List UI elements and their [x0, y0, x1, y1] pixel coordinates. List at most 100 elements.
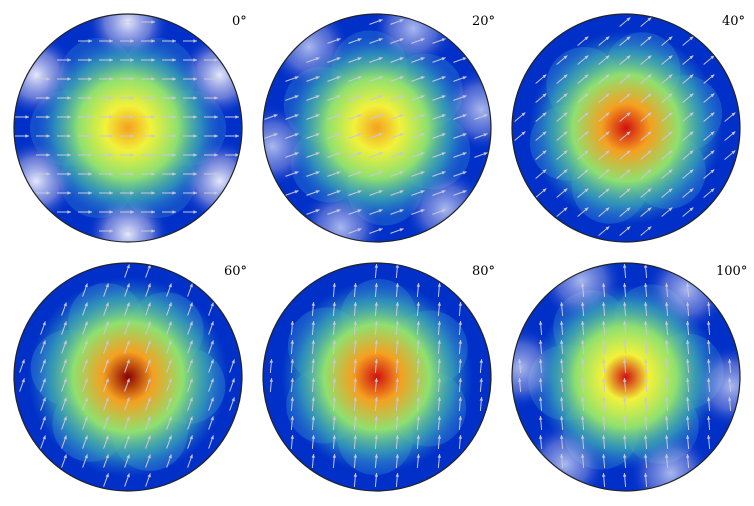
- vector-arrowhead: [210, 302, 214, 307]
- vector-arrowhead: [88, 210, 92, 214]
- vector-arrowhead: [315, 190, 320, 194]
- vector-arrowhead: [130, 153, 134, 157]
- vector-arrowhead: [458, 378, 463, 382]
- vector-arrowhead: [689, 112, 694, 117]
- vector-arrowhead: [84, 283, 88, 288]
- vector-arrowhead: [214, 134, 218, 138]
- vector-arrowhead: [273, 114, 278, 118]
- vector-arrowhead: [84, 340, 88, 345]
- vector-arrowhead: [105, 321, 109, 326]
- vector-arrowhead: [643, 435, 648, 439]
- vector-arrowhead: [105, 454, 109, 459]
- vector-arrowhead: [353, 378, 358, 382]
- vector-arrowhead: [130, 96, 134, 100]
- vector-arrowhead: [542, 169, 547, 174]
- vector-arrowhead: [689, 188, 694, 193]
- vector-arrowhead: [399, 95, 404, 99]
- vector-arrowhead: [605, 207, 610, 212]
- vector-arrowhead: [294, 76, 299, 80]
- vector-arrowhead: [332, 302, 337, 306]
- vector-arrowhead: [706, 302, 711, 306]
- vector-arrowhead: [147, 283, 151, 288]
- vector-arrowhead: [353, 473, 358, 477]
- vector-arrowhead: [67, 58, 71, 62]
- vector-arrowhead: [231, 359, 235, 364]
- vector-arrowhead: [706, 416, 711, 420]
- vector-arrowhead: [21, 359, 25, 364]
- vector-arrowhead: [643, 302, 648, 306]
- vector-arrowhead: [374, 435, 379, 439]
- vector-arrowhead: [622, 435, 627, 439]
- vector-arrowhead: [416, 397, 421, 401]
- vector-arrowhead: [294, 190, 299, 194]
- vector-arrowhead: [235, 115, 239, 119]
- vector-arrowhead: [336, 76, 341, 80]
- vector-arrowhead: [395, 454, 400, 458]
- vector-arrowhead: [643, 454, 648, 458]
- vector-arrowhead: [172, 134, 176, 138]
- vector-arrowhead: [727, 397, 732, 401]
- vector-arrowhead: [172, 172, 176, 176]
- vector-arrowhead: [437, 359, 442, 363]
- vector-arrowhead: [126, 340, 130, 345]
- vector-arrowhead: [315, 57, 320, 61]
- vector-arrowhead: [378, 57, 383, 61]
- vector-arrowhead: [706, 435, 711, 439]
- vector-arrowhead: [290, 340, 295, 344]
- vector-arrowhead: [462, 95, 467, 99]
- vector-arrowhead: [420, 114, 425, 118]
- panel-label: 20°: [472, 14, 495, 29]
- vector-arrowhead: [63, 340, 67, 345]
- vector-arrowhead: [605, 131, 610, 136]
- vector-arrowhead: [42, 321, 46, 326]
- vector-arrowhead: [517, 359, 522, 363]
- vector-arrowhead: [601, 302, 606, 306]
- vector-arrowhead: [67, 172, 71, 176]
- vector-arrowhead: [63, 359, 67, 364]
- vector-arrowhead: [420, 152, 425, 156]
- vector-arrowhead: [416, 435, 421, 439]
- vector-arrowhead: [147, 473, 151, 478]
- vector-arrowhead: [46, 153, 50, 157]
- vector-arrowhead: [664, 435, 669, 439]
- vector-arrowhead: [374, 397, 379, 401]
- vector-arrowhead: [601, 340, 606, 344]
- vector-arrowhead: [643, 416, 648, 420]
- vector-arrowhead: [563, 150, 568, 155]
- vector-arrowhead: [126, 359, 130, 364]
- vector-arrowhead: [395, 435, 400, 439]
- vector-arrowhead: [622, 264, 627, 268]
- vector-arrowhead: [235, 134, 239, 138]
- vector-arrowhead: [664, 416, 669, 420]
- panel-4: 80°: [262, 262, 495, 492]
- vector-arrowhead: [88, 77, 92, 81]
- vector-arrowhead: [580, 359, 585, 363]
- vector-arrowhead: [172, 96, 176, 100]
- vector-arrowhead: [147, 378, 151, 383]
- vector-arrowhead: [269, 359, 274, 363]
- vector-arrowhead: [605, 150, 610, 155]
- vector-arrowhead: [168, 340, 172, 345]
- vector-arrowhead: [172, 115, 176, 119]
- vector-arrowhead: [580, 397, 585, 401]
- vector-arrowhead: [563, 74, 568, 79]
- panel-outline: [262, 262, 492, 492]
- vector-arrowhead: [374, 340, 379, 344]
- vector-arrowhead: [67, 77, 71, 81]
- vector-arrowhead: [563, 55, 568, 60]
- center-peak: [281, 281, 473, 473]
- vector-arrowhead: [378, 95, 383, 99]
- vector-arrowhead: [84, 302, 88, 307]
- vector-arrowhead: [559, 416, 564, 420]
- vector-arrowhead: [643, 397, 648, 401]
- vector-arrowhead: [441, 190, 446, 194]
- vector-arrowhead: [67, 115, 71, 119]
- vector-arrowhead: [189, 397, 193, 402]
- vector-arrowhead: [710, 55, 715, 60]
- vector-arrowhead: [420, 76, 425, 80]
- vector-arrowhead: [626, 131, 631, 136]
- vector-arrowhead: [437, 378, 442, 382]
- vector-arrowhead: [332, 340, 337, 344]
- vector-arrowhead: [710, 188, 715, 193]
- vector-arrowhead: [130, 191, 134, 195]
